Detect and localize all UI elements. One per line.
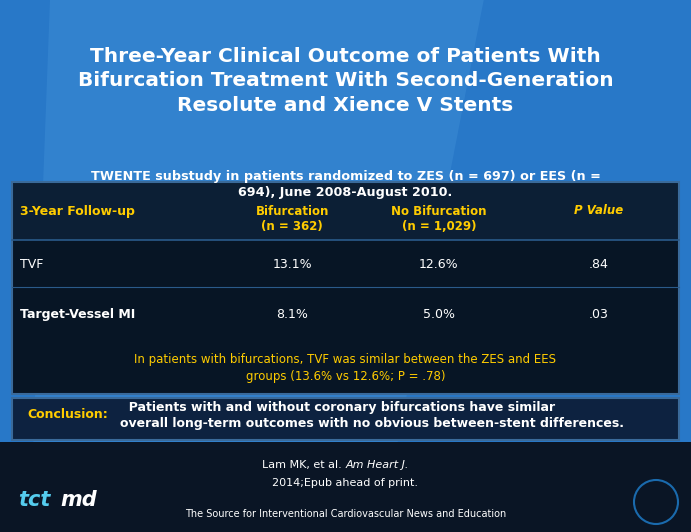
Bar [12,182,679,240]
Text: Bifurcation
(n = 362): Bifurcation (n = 362) [256,205,329,233]
Text: Patients with and without coronary bifurcations have similar
overall long-term o: Patients with and without coronary bifur… [120,401,624,429]
Text: TVF: TVF [20,257,44,271]
Text: 5.0%: 5.0% [423,307,455,321]
Text: 3-Year Follow-up: 3-Year Follow-up [20,204,135,218]
Bar [12,398,679,440]
Text: The Source for Interventional Cardiovascular News and Education: The Source for Interventional Cardiovasc… [185,509,506,519]
Text: .84: .84 [589,257,609,271]
Bar [12,182,679,394]
Text: TWENTE substudy in patients randomized to ZES (n = 697) or EES (n =
694), June 2: TWENTE substudy in patients randomized t… [91,170,600,199]
Text: P Value: P Value [574,204,623,218]
Text: 2014;Epub ahead of print.: 2014;Epub ahead of print. [272,478,419,488]
Bar [12,182,679,394]
Text: No Bifurcation
(n = 1,029): No Bifurcation (n = 1,029) [391,205,486,233]
Bar [12,398,679,440]
Text: 13.1%: 13.1% [272,257,312,271]
Text: Target-Vessel MI: Target-Vessel MI [20,307,135,321]
Text: Am Heart J.: Am Heart J. [346,460,409,470]
Text: tct: tct [18,490,50,510]
Text: Conclusion:: Conclusion: [27,409,108,421]
Text: In patients with bifurcations, TVF was similar between the ZES and EES
groups (1: In patients with bifurcations, TVF was s… [135,353,556,383]
Text: 12.6%: 12.6% [419,257,459,271]
Text: md: md [60,490,97,510]
Text: Lam MK, et al.: Lam MK, et al. [263,460,346,470]
Text: .03: .03 [589,307,609,321]
Polygon shape [30,0,484,532]
Text: Three-Year Clinical Outcome of Patients With
Bifurcation Treatment With Second-G: Three-Year Clinical Outcome of Patients … [77,47,614,114]
Text: 8.1%: 8.1% [276,307,308,321]
Bar [0,442,691,532]
